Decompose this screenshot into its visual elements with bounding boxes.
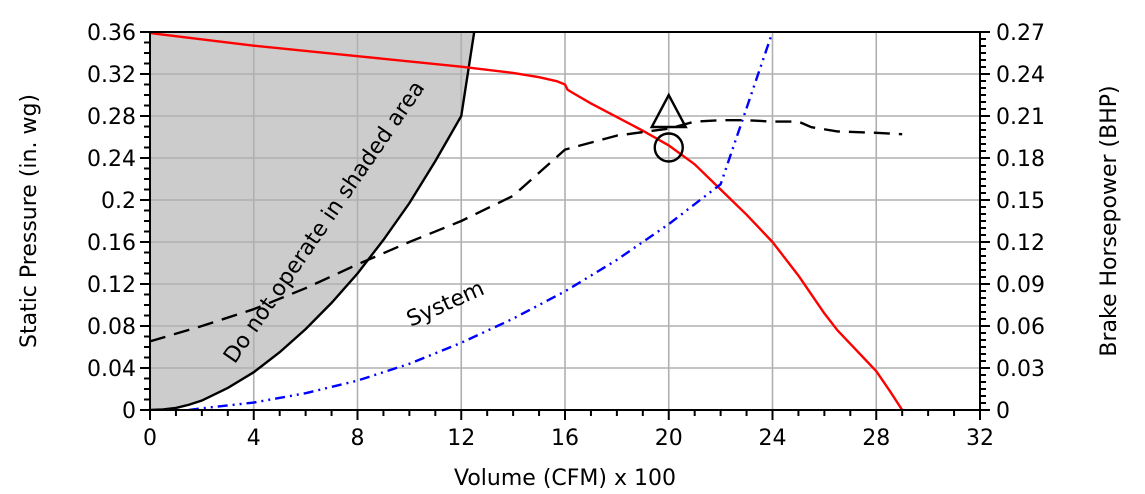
y-tick-label: 0.08 — [87, 315, 136, 340]
y-tick-label: 0.16 — [87, 231, 136, 256]
shaded-area-boundary — [150, 32, 476, 410]
y-tick-label: 0.36 — [87, 21, 136, 46]
y-tick-label: 0.28 — [87, 105, 136, 130]
y2-tick-label: 0.27 — [996, 21, 1045, 46]
y-tick-label: 0.32 — [87, 63, 136, 88]
y-tick-label: 0.2 — [101, 189, 136, 214]
x-tick-label: 0 — [143, 426, 157, 451]
triangle-marker — [649, 92, 688, 129]
y2-tick-label: 0.18 — [996, 147, 1045, 172]
x-tick-label: 20 — [655, 426, 683, 451]
series-line-brake-horsepower — [150, 118, 903, 343]
x-tick-label: 16 — [551, 426, 579, 451]
x-tick-label: 4 — [247, 426, 261, 451]
y2-tick-label: 0.24 — [996, 63, 1045, 88]
y2-tick-label: 0.15 — [996, 189, 1045, 214]
x-tick-label: 32 — [966, 426, 994, 451]
series-line-system — [188, 32, 774, 410]
y-tick-label: 0.04 — [87, 357, 136, 382]
y-tick-label: 0.12 — [87, 273, 136, 298]
x-tick-label: 8 — [351, 426, 365, 451]
series-line-static-pressure — [150, 32, 904, 410]
x-tick-label: 24 — [759, 426, 787, 451]
circle-marker — [653, 132, 684, 163]
x-tick-label: 12 — [447, 426, 475, 451]
y2-tick-label: 0.03 — [996, 357, 1045, 382]
x-axis-title: Volume (CFM) x 100 — [454, 466, 676, 491]
y2-tick-label: 0 — [996, 399, 1010, 424]
y-axis-title: Static Pressure (in. wg) — [17, 94, 42, 348]
y2-tick-label: 0.21 — [996, 105, 1045, 130]
y2-tick-label: 0.06 — [996, 315, 1045, 340]
y2-tick-label: 0.09 — [996, 273, 1045, 298]
x-tick-label: 28 — [862, 426, 890, 451]
y2-tick-label: 0.12 — [996, 231, 1045, 256]
y2-axis-title: Brake Horsepower (BHP) — [1097, 85, 1122, 356]
y-tick-label: 0 — [122, 399, 136, 424]
y-tick-label: 0.24 — [87, 147, 136, 172]
